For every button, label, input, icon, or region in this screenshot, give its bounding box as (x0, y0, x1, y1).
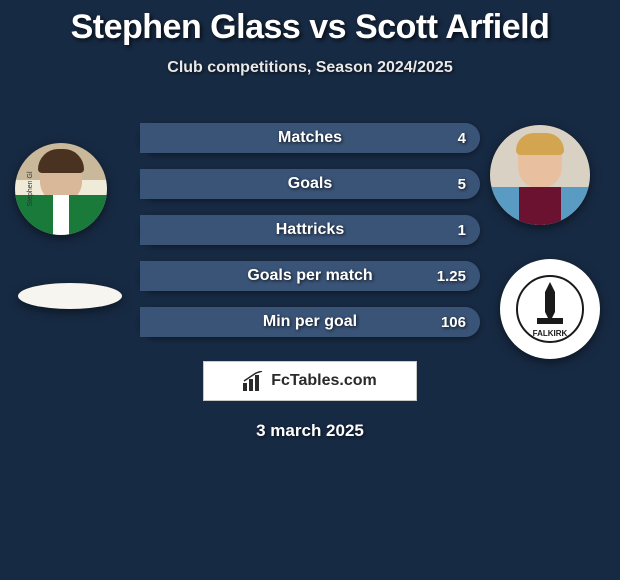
stat-row: 4Matches (140, 123, 480, 153)
fctables-logo: FcTables.com (203, 361, 417, 401)
stat-row: 5Goals (140, 169, 480, 199)
stat-row: 1.25Goals per match (140, 261, 480, 291)
chart-icon (243, 371, 265, 391)
player1-avatar-label: Stephen Gl (27, 171, 34, 206)
brand-text: FcTables.com (271, 372, 377, 390)
stat-label: Goals per match (140, 261, 480, 291)
player2-club-badge: FALKIRK (500, 259, 600, 359)
stats-list: 4Matches 5Goals 1Hattricks 1.25Goals per ma… (140, 123, 480, 353)
stat-row: 106Min per goal (140, 307, 480, 337)
stat-row: 1Hattricks (140, 215, 480, 245)
stat-label: Goals (140, 169, 480, 199)
player2-jersey (490, 187, 590, 225)
club-crest-text: FALKIRK (533, 329, 568, 338)
player2-avatar (490, 125, 590, 225)
stat-label: Hattricks (140, 215, 480, 245)
player1-club-badge (18, 283, 122, 309)
comparison-card: Stephen Glass vs Scott Arfield Club comp… (0, 0, 620, 441)
player1-avatar: Stephen Gl (15, 143, 107, 235)
main-area: Stephen Gl FALKIRK 4Matches 5Goals 1Hattri… (0, 107, 620, 347)
stat-label: Min per goal (140, 307, 480, 337)
page-title: Stephen Glass vs Scott Arfield (0, 8, 620, 47)
subtitle: Club competitions, Season 2024/2025 (0, 59, 620, 77)
date-text: 3 march 2025 (0, 421, 620, 441)
falkirk-crest-icon: FALKIRK (515, 274, 585, 344)
stat-label: Matches (140, 123, 480, 153)
